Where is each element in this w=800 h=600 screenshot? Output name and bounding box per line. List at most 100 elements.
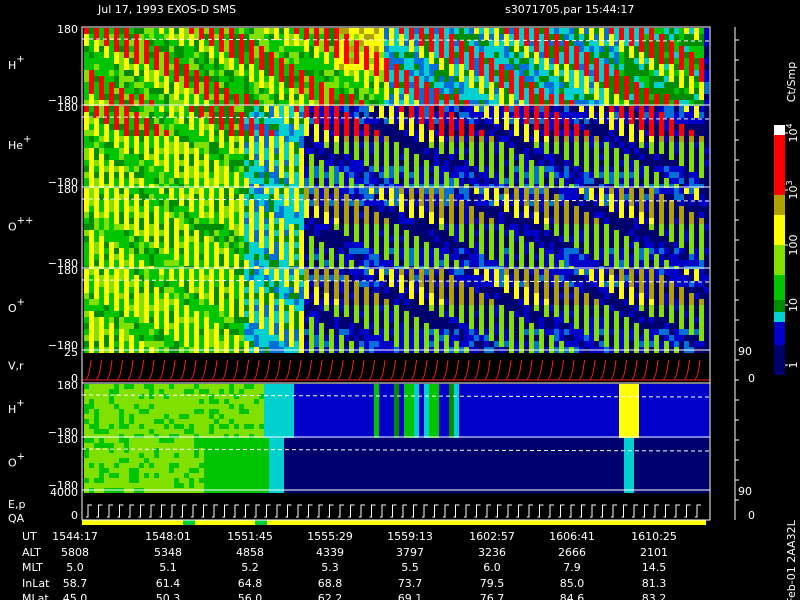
- cell: [89, 200, 94, 206]
- cell: [509, 40, 514, 46]
- cell: [334, 112, 339, 118]
- cell: [704, 46, 709, 52]
- cell: [349, 106, 354, 112]
- cell: [164, 118, 169, 124]
- cell: [624, 178, 629, 184]
- cell: [254, 194, 259, 200]
- cell: [249, 200, 254, 206]
- cell: [114, 64, 119, 70]
- cell: [124, 112, 129, 118]
- cell: [119, 260, 124, 266]
- cell: [594, 136, 599, 142]
- cell: [204, 52, 209, 58]
- cell: [304, 260, 309, 266]
- cell: [384, 40, 389, 46]
- cell: [624, 46, 629, 52]
- cell: [89, 64, 94, 70]
- cell: [244, 188, 249, 194]
- cell: [269, 194, 274, 200]
- cell: [294, 64, 299, 70]
- cell: [554, 200, 559, 206]
- cell: [569, 76, 574, 82]
- cell: [519, 40, 524, 46]
- cell: [514, 112, 519, 118]
- cell: [464, 242, 469, 248]
- cell: [174, 200, 179, 206]
- cell: [684, 112, 689, 118]
- cell: [604, 200, 609, 206]
- cell: [404, 100, 409, 106]
- cell: [264, 142, 269, 148]
- cell: [629, 64, 634, 70]
- cell: [359, 94, 364, 100]
- cell: [614, 218, 619, 224]
- cell: [629, 130, 634, 136]
- cell: [369, 94, 374, 100]
- cell: [659, 88, 664, 94]
- cell: [249, 76, 254, 82]
- cell: [394, 178, 399, 184]
- cell: [429, 200, 434, 206]
- cell: [579, 142, 584, 148]
- cell: [189, 230, 194, 236]
- cell: [489, 124, 494, 130]
- cell: [574, 70, 579, 76]
- cell: [674, 172, 679, 178]
- cell: [459, 172, 464, 178]
- cell: [244, 260, 249, 266]
- cell: [284, 224, 289, 230]
- cell: [634, 136, 639, 142]
- cell: [489, 248, 494, 254]
- cell: [144, 52, 149, 58]
- cell: [564, 118, 569, 124]
- cell: [274, 118, 279, 124]
- cell: [469, 178, 474, 184]
- cell: [299, 178, 304, 184]
- cell: [144, 224, 149, 230]
- cell: [299, 76, 304, 82]
- cell: [344, 154, 349, 160]
- cell: [539, 64, 544, 70]
- cell: [299, 94, 304, 100]
- cell: [399, 136, 404, 142]
- cell: [99, 160, 104, 166]
- cell: [254, 172, 259, 178]
- cell: [124, 34, 129, 40]
- cell: [409, 212, 414, 218]
- cell: [274, 34, 279, 40]
- cell: [579, 136, 584, 142]
- cell: [389, 88, 394, 94]
- cell: [589, 142, 594, 148]
- cell: [349, 242, 354, 248]
- cell: [459, 260, 464, 266]
- cell: [439, 40, 444, 46]
- cell: [469, 172, 474, 178]
- cell: [139, 136, 144, 142]
- cell: [279, 200, 284, 206]
- cell: [549, 178, 554, 184]
- cell: [544, 28, 549, 34]
- cell: [214, 76, 219, 82]
- cell: [424, 142, 429, 148]
- cell: [499, 178, 504, 184]
- cell: [259, 148, 264, 154]
- cell: [84, 200, 89, 206]
- cell: [104, 212, 109, 218]
- cell: [269, 178, 274, 184]
- cell: [664, 142, 669, 148]
- cell: [454, 148, 459, 154]
- cell: [524, 178, 529, 184]
- cell: [669, 70, 674, 76]
- cell: [574, 188, 579, 194]
- cell: [119, 112, 124, 118]
- cell: [264, 194, 269, 200]
- cell: [644, 100, 649, 106]
- cell: [139, 46, 144, 52]
- cell: [329, 76, 334, 82]
- cell: [439, 200, 444, 206]
- cell: [314, 64, 319, 70]
- cell: [699, 100, 704, 106]
- cell: [339, 136, 344, 142]
- cell: [99, 136, 104, 142]
- cell: [324, 28, 329, 34]
